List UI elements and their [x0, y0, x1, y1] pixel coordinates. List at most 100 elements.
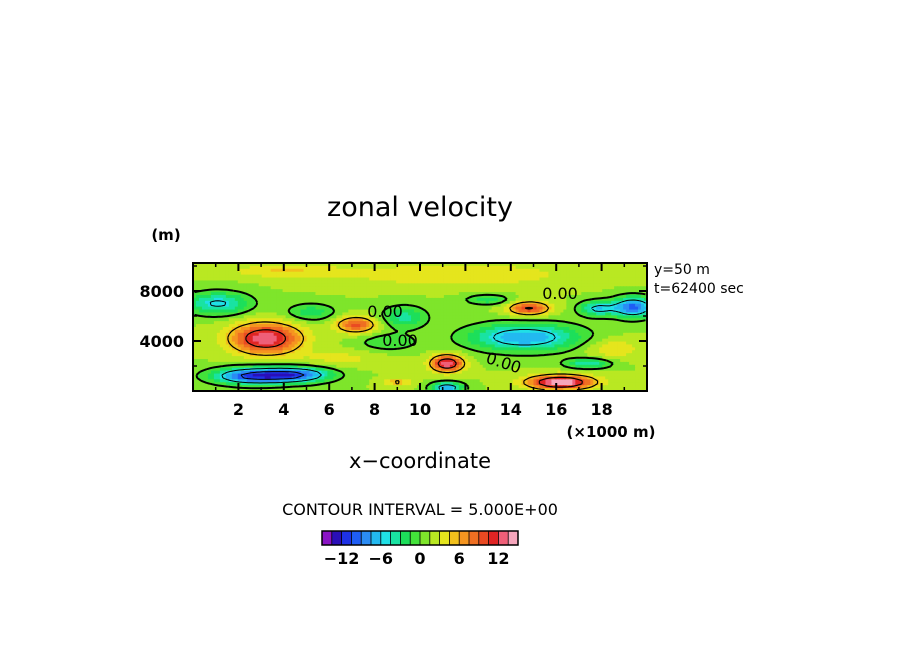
field-cell — [452, 335, 457, 340]
field-cell — [285, 295, 290, 299]
field-cell — [578, 329, 582, 334]
field-cell — [291, 274, 296, 279]
field-cell — [482, 289, 487, 293]
field-cell — [222, 347, 227, 351]
field-cell — [312, 265, 317, 270]
field-cell — [557, 321, 561, 325]
field-cell — [563, 268, 567, 273]
field-cell — [485, 286, 490, 290]
field-cell — [405, 350, 409, 354]
field-cell — [294, 292, 299, 296]
field-cell — [425, 300, 430, 305]
field-cell — [557, 344, 561, 348]
field-cell — [626, 335, 630, 340]
field-cell — [614, 306, 618, 311]
field-cell — [225, 274, 230, 279]
field-cell — [572, 341, 576, 346]
field-cell — [387, 335, 391, 340]
field-cell — [204, 329, 209, 334]
field-cell — [384, 315, 388, 319]
field-cell — [198, 347, 203, 351]
field-cell — [204, 347, 209, 351]
field-cell — [303, 283, 308, 287]
field-cell — [417, 271, 421, 276]
field-cell — [234, 280, 239, 284]
field-cell — [512, 277, 517, 282]
field-cell — [297, 286, 302, 290]
field-cell — [279, 271, 284, 276]
field-cell — [207, 335, 212, 340]
field-cell — [237, 347, 242, 351]
field-cell — [590, 318, 594, 322]
field-cell — [303, 312, 308, 316]
field-cell — [635, 309, 639, 314]
field-cell — [605, 297, 609, 302]
field-cell — [524, 324, 529, 328]
field-cell — [551, 283, 556, 287]
field-cell — [327, 338, 331, 343]
field-cell — [345, 300, 349, 305]
field-cell — [357, 300, 361, 305]
field-cell — [593, 286, 597, 290]
field-cell — [509, 335, 514, 340]
field-cell — [587, 268, 591, 273]
field-cell — [378, 295, 382, 299]
field-cell — [542, 292, 547, 296]
field-cell — [288, 335, 293, 340]
field-cell — [539, 297, 544, 302]
field-cell — [276, 268, 281, 273]
field-cell — [345, 309, 349, 314]
field-cell — [500, 268, 505, 273]
field-cell — [545, 283, 550, 287]
field-cell — [461, 309, 466, 314]
field-cell — [420, 277, 424, 282]
field-cell — [569, 280, 573, 284]
field-cell — [327, 306, 331, 311]
field-cell — [551, 329, 556, 334]
field-cell — [333, 271, 337, 276]
field-cell — [279, 318, 284, 322]
field-cell — [234, 283, 239, 287]
field-cell — [560, 283, 564, 287]
field-cell — [336, 295, 340, 299]
field-cell — [470, 289, 475, 293]
field-cell — [509, 271, 514, 276]
field-cell — [578, 321, 582, 325]
field-cell — [440, 335, 445, 340]
field-cell — [414, 295, 418, 299]
field-cell — [279, 335, 284, 340]
field-cell — [458, 280, 463, 284]
field-cell — [428, 303, 433, 308]
field-cell — [198, 277, 203, 282]
field-cell — [503, 329, 508, 334]
field-cell — [270, 315, 275, 319]
field-cell — [420, 321, 424, 325]
field-cell — [399, 268, 403, 273]
field-cell — [428, 295, 433, 299]
field-cell — [402, 332, 406, 337]
field-cell — [491, 283, 496, 287]
field-cell — [599, 353, 603, 357]
field-cell — [638, 315, 642, 319]
field-cell — [614, 341, 618, 346]
field-cell — [267, 327, 272, 331]
field-cell — [294, 263, 299, 267]
field-cell — [249, 265, 254, 270]
field-cell — [455, 332, 460, 337]
field-cell — [518, 344, 523, 348]
field-cell — [641, 268, 645, 273]
field-cell — [327, 280, 331, 284]
field-cell — [542, 312, 547, 316]
field-cell — [509, 312, 514, 316]
field-cell — [207, 318, 212, 322]
field-cell — [306, 300, 311, 305]
field-cell — [312, 353, 317, 357]
field-cell — [530, 283, 535, 287]
field-cell — [336, 263, 340, 267]
field-cell — [360, 283, 364, 287]
field-cell — [461, 265, 466, 270]
field-cell — [584, 280, 588, 284]
field-cell — [602, 341, 606, 346]
field-cell — [288, 329, 293, 334]
field-cell — [512, 338, 517, 343]
